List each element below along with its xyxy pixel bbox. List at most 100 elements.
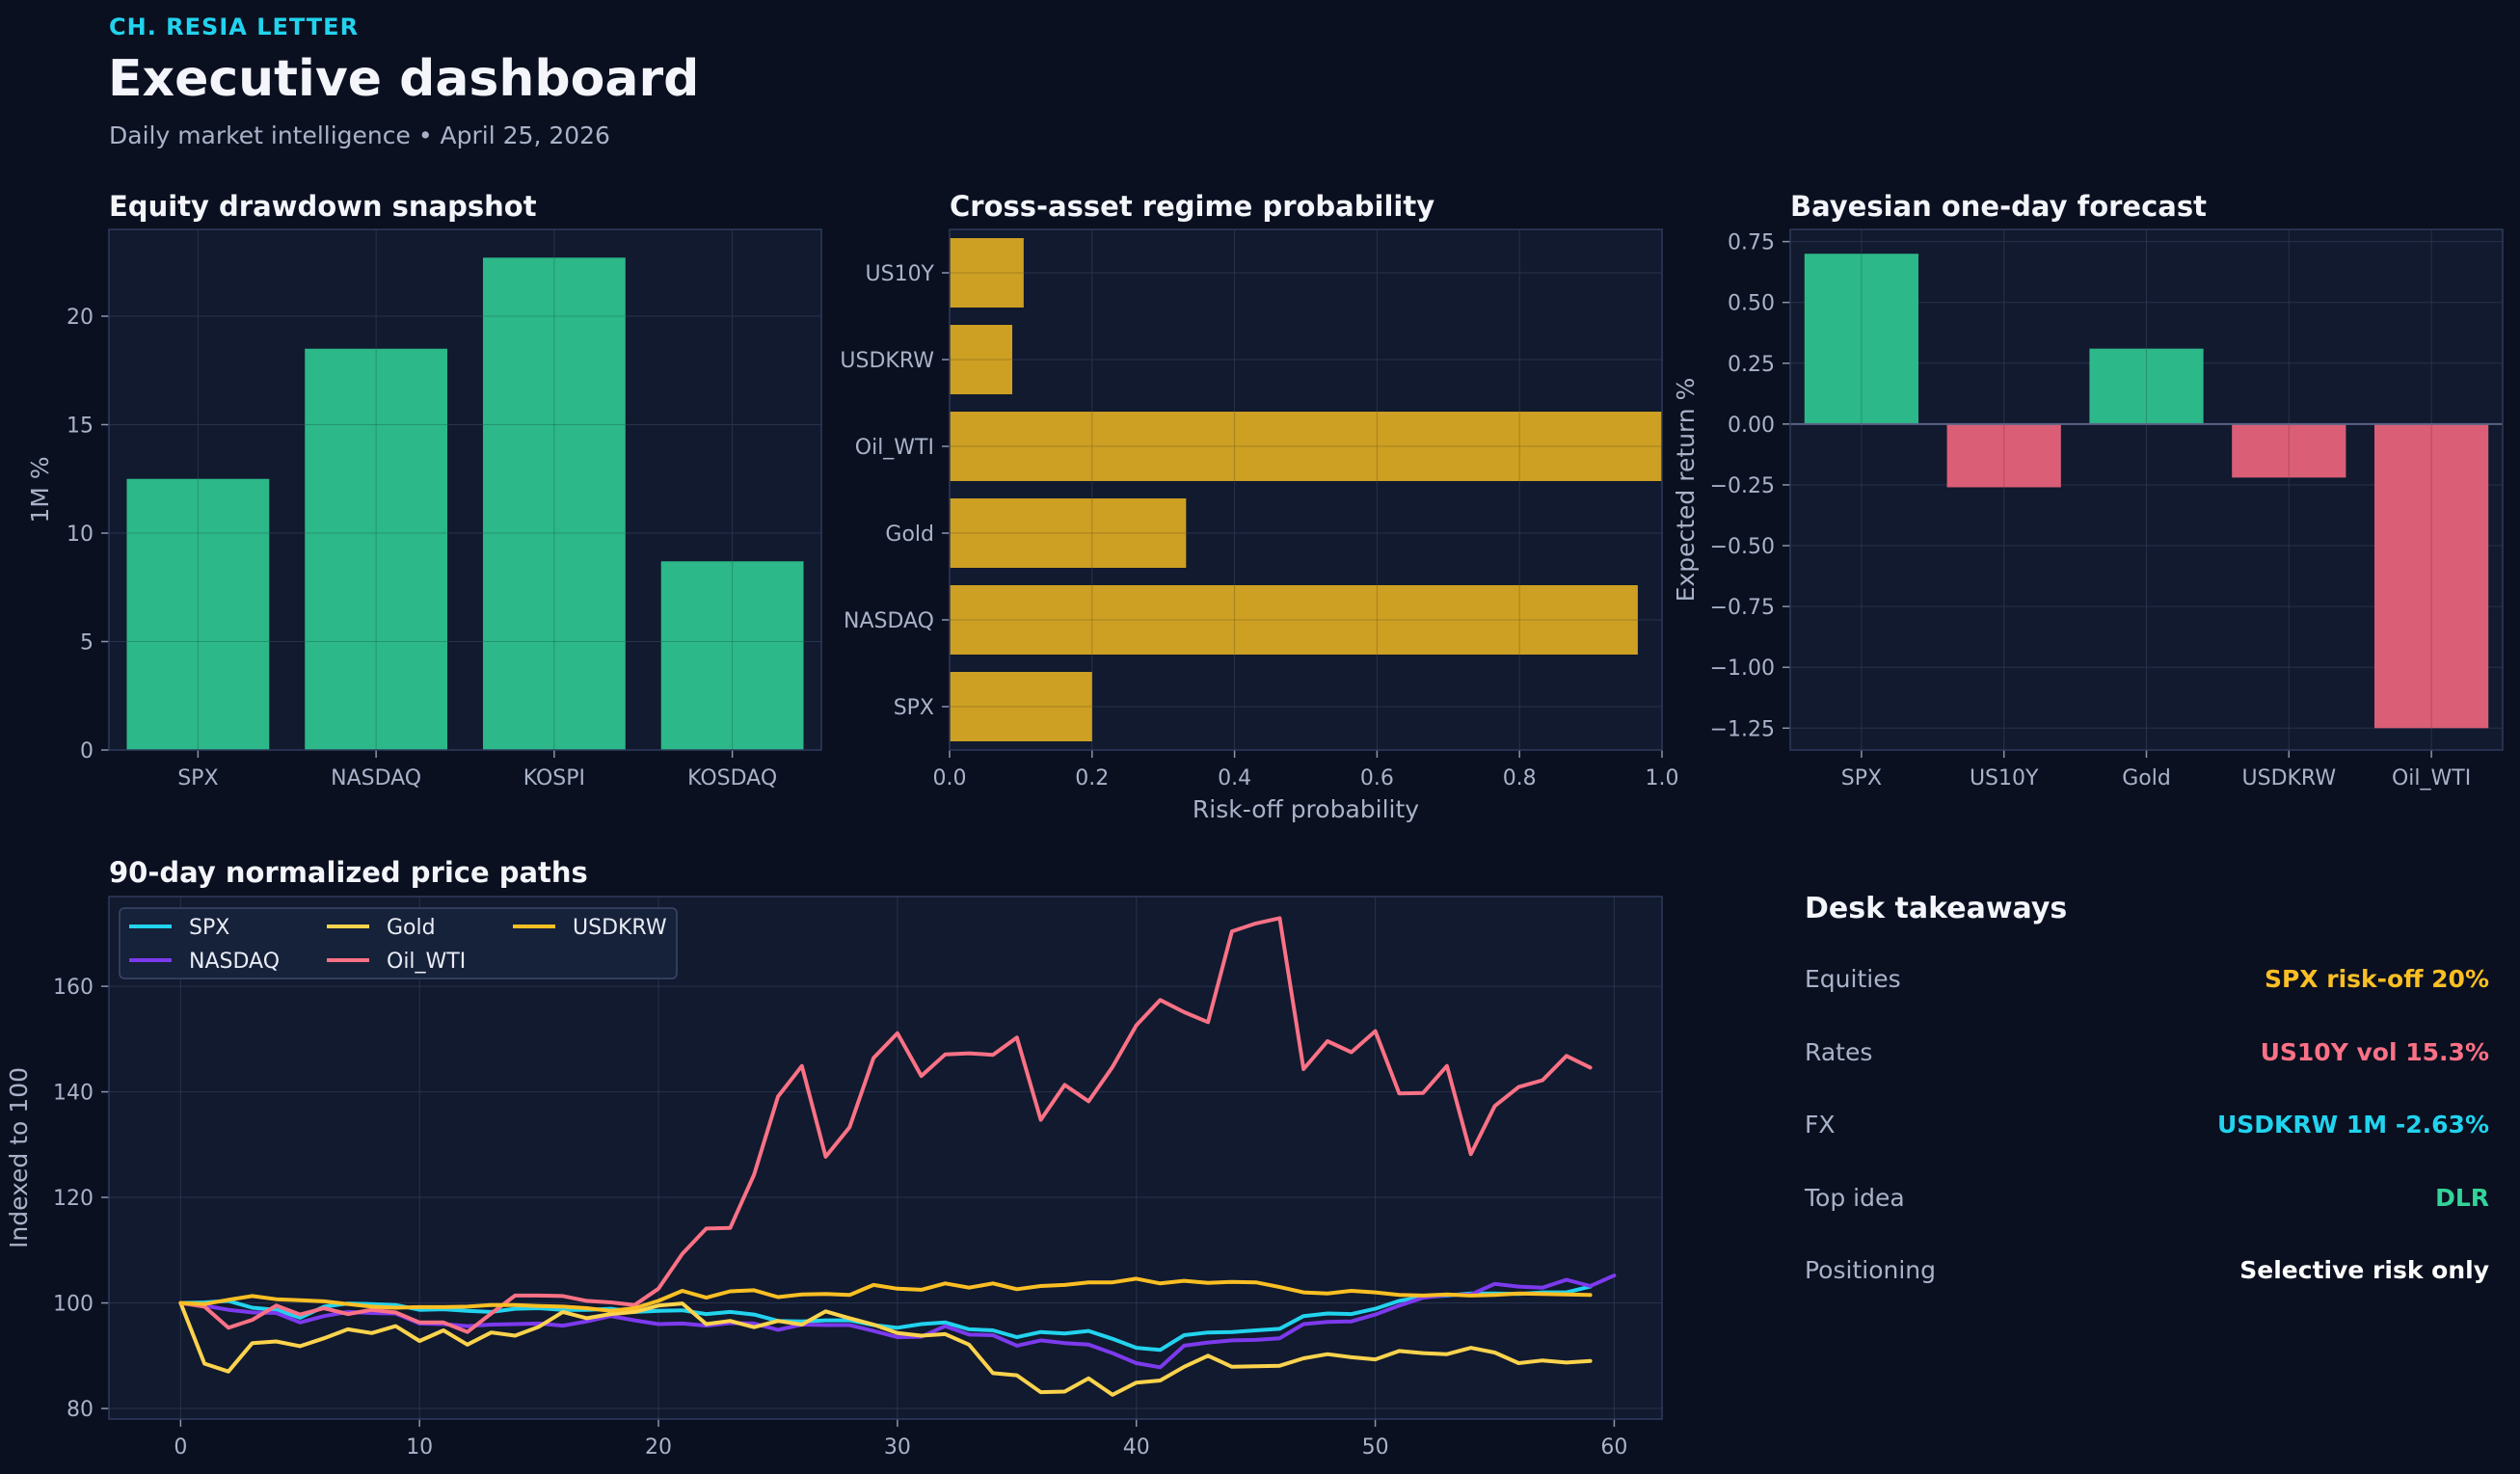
x-tick-label: 0.0 [933,766,967,791]
takeaway-row-top-idea: Top idea DLR [1805,1180,2489,1253]
regime-chart-title: Cross-asset regime probability [950,190,1435,223]
series-line-usdkrw [178,1276,1593,1313]
plot-border [1789,228,2504,751]
brand-label: CH. RESIA LETTER [109,13,360,40]
x-tick-label: 0.4 [1218,766,1251,791]
series-line-nasdaq [178,1273,1617,1370]
legend-label: NASDAQ [189,950,280,974]
x-axis-label: Risk-off probability [1193,795,1419,823]
page-title: Executive dashboard [108,50,700,108]
takeaway-label: Positioning [1805,1256,1936,1285]
y-tick-label: 5 [80,631,94,656]
bar-us10y [950,238,1024,308]
series-line-oil_wti [178,916,1593,1334]
takeaway-row-fx: FX USDKRW 1M -2.63% [1805,1107,2489,1180]
bar-us10y [1946,423,2061,488]
y-tick-label: 20 [67,306,94,330]
takeaway-label: Rates [1805,1037,1873,1066]
y-tick-label: −1.25 [1710,717,1775,741]
x-tick-label: US10Y [1970,766,2039,791]
x-tick-label: 20 [645,1435,672,1460]
legend-label: USDKRW [573,916,667,940]
bar-gold [2089,348,2204,424]
series-line-gold [178,1300,1593,1397]
y-tick-label: −1.00 [1710,657,1775,681]
page-subtitle: Daily market intelligence • April 25, 20… [109,121,610,149]
forecast-chart-title: Bayesian one-day forecast [1790,190,2207,223]
y-tick-label: NASDAQ [844,609,934,633]
y-tick-label: SPX [894,696,934,720]
x-tick-label: 40 [1123,1435,1150,1460]
y-tick-label: 0 [80,739,94,764]
y-tick-label: US10Y [866,262,935,286]
plot-border [949,228,1663,751]
x-tick-label: 10 [406,1435,433,1460]
takeaway-row-positioning: Positioning Selective risk only [1805,1252,2489,1326]
bar-usdkrw [2232,423,2346,478]
x-tick-label: 30 [884,1435,911,1460]
bar-spx [1804,254,1919,424]
x-tick-label: 0 [174,1435,187,1460]
drawdown-chart-title: Equity drawdown snapshot [109,190,537,223]
bar-nasdaq [305,348,448,750]
bar-nasdaq [950,585,1638,655]
y-axis-label: Indexed to 100 [5,1067,33,1248]
series-line-spx [178,1284,1593,1353]
x-tick-label: 0.8 [1503,766,1537,791]
bar-spx [126,478,270,750]
y-tick-label: 100 [53,1293,94,1317]
desk-takeaways-panel: Desk takeaways Equities SPX risk-off 20%… [1805,892,2489,1326]
takeaway-row-equities: Equities SPX risk-off 20% [1805,961,2489,1034]
y-tick-label: 120 [53,1187,94,1211]
takeaway-label: FX [1805,1111,1836,1139]
y-tick-label: −0.50 [1710,535,1775,559]
bar-oil_wti [2373,423,2489,729]
y-tick-label: 10 [67,523,94,547]
plot-border [108,228,822,751]
takeaways-title: Desk takeaways [1805,892,2068,925]
x-tick-label: 0.6 [1360,766,1394,791]
x-tick-label: 60 [1600,1435,1627,1460]
x-tick-label: KOSPI [523,766,585,791]
takeaway-value: SPX risk-off 20% [2264,965,2489,994]
y-tick-label: 140 [53,1082,94,1106]
legend-label: SPX [189,916,229,940]
bar-gold [950,498,1187,568]
legend-box [119,907,678,979]
takeaway-value: USDKRW 1M -2.63% [2216,1111,2489,1139]
x-tick-label: Gold [2122,766,2171,791]
plot-area [109,897,1662,1419]
y-tick-label: 0.50 [1728,292,1775,316]
takeaway-value: DLR [2435,1183,2489,1212]
y-axis-label: 1M % [26,456,54,523]
plot-area [1790,229,2503,750]
plot-area [950,229,1662,750]
y-tick-label: 0.00 [1728,414,1775,438]
y-tick-label: 0.75 [1728,231,1775,255]
bar-usdkrw [950,325,1013,394]
takeaway-label: Top idea [1805,1183,1905,1212]
x-tick-label: NASDAQ [331,766,421,791]
y-tick-label: Oil_WTI [855,436,934,460]
x-tick-label: 0.2 [1075,766,1109,791]
y-tick-label: 15 [67,415,94,439]
y-tick-label: USDKRW [840,349,934,373]
legend-label: Gold [387,916,436,940]
y-tick-label: −0.25 [1710,474,1775,498]
y-tick-label: 80 [67,1398,94,1422]
paths-chart-title: 90-day normalized price paths [109,856,588,889]
y-tick-label: 0.25 [1728,353,1775,377]
bar-kosdaq [660,561,804,750]
y-tick-label: Gold [885,523,934,547]
takeaway-value: US10Y vol 15.3% [2260,1037,2489,1066]
x-tick-label: KOSDAQ [687,766,777,791]
y-axis-label: Expected return % [1672,378,1700,603]
bar-kospi [482,257,626,750]
x-tick-label: SPX [1841,766,1882,791]
legend-label: Oil_WTI [387,950,466,974]
plot-border [108,896,1663,1420]
takeaway-label: Equities [1805,965,1901,994]
x-tick-label: USDKRW [2242,766,2337,791]
takeaway-row-rates: Rates US10Y vol 15.3% [1805,1034,2489,1108]
bar-spx [950,672,1092,741]
